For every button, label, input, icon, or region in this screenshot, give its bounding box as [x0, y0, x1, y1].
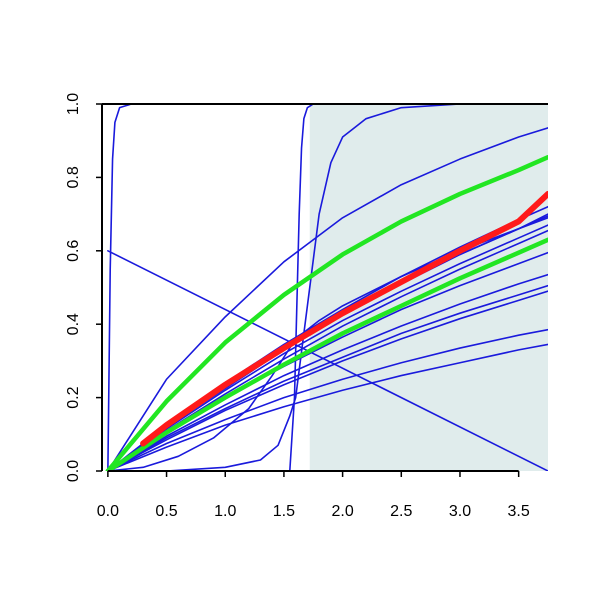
- series-line-9: [107, 224, 548, 471]
- y-tick-label: 0.2: [65, 386, 82, 408]
- series-line-4: [107, 127, 548, 471]
- x-tick-label: 1.5: [273, 503, 295, 520]
- series-line-20: [140, 190, 548, 447]
- y-tick-label: 0.4: [65, 313, 82, 335]
- x-tick-label: 3.0: [449, 503, 471, 520]
- series-line-11: [107, 273, 548, 471]
- series-line-13: [107, 290, 548, 471]
- x-tick-label: 0.5: [155, 503, 177, 520]
- series-line-19: [105, 237, 548, 471]
- x-tick-label: 3.5: [508, 503, 530, 520]
- series-line-14: [107, 328, 548, 471]
- series-line-12: [107, 284, 548, 471]
- x-tick-label: 2.5: [390, 503, 412, 520]
- series-line-15: [107, 343, 548, 471]
- y-tick-label: 0.0: [65, 460, 82, 482]
- y-tick-label: 1.0: [65, 93, 82, 115]
- y-tick-label: 0.8: [65, 166, 82, 188]
- series-line-2: [288, 104, 548, 471]
- series-line-3: [107, 104, 548, 471]
- series-line-5: [107, 250, 548, 471]
- x-tick-label: 1.0: [214, 503, 236, 520]
- axis-layer: 0.0 0.2 0.4 0.6 0.8 1.0 0.0 0.5 1.0 1.5 2.0 2.5 3.0 3…: [65, 93, 548, 520]
- series-line-18: [105, 154, 548, 471]
- shaded-region: [309, 104, 548, 471]
- series-layer: [105, 104, 548, 471]
- y-tick-label: 0.6: [65, 240, 82, 262]
- x-tick-label: 0.0: [97, 503, 119, 520]
- x-tick-label: 2.0: [331, 503, 353, 520]
- series-line-1: [107, 104, 548, 471]
